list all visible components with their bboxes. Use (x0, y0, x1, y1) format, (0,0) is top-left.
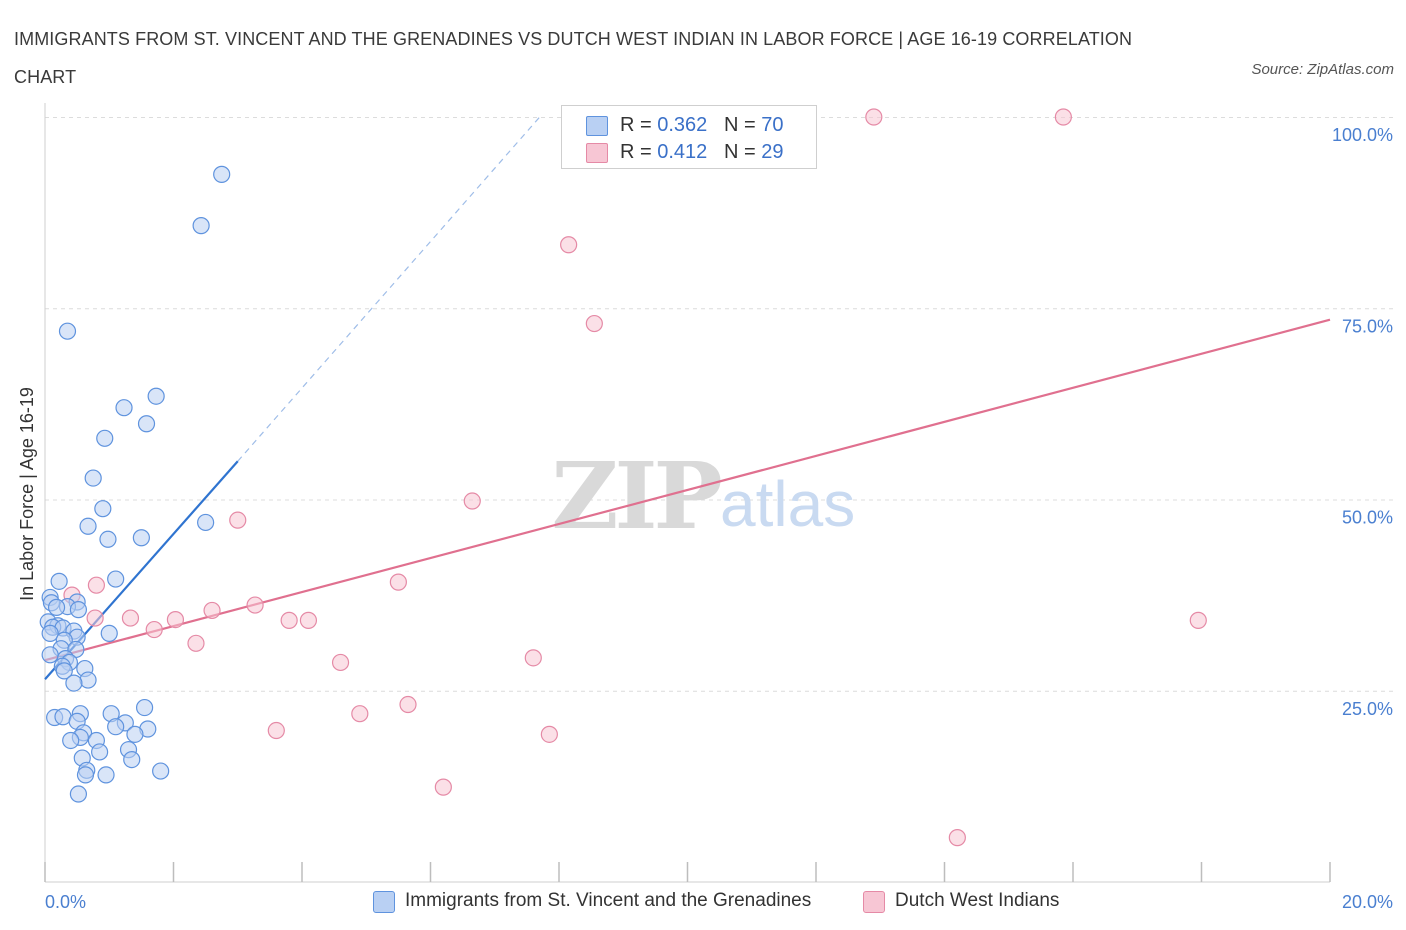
point-pink (389, 573, 407, 591)
legend-label-blue: Immigrants from St. Vincent and the Gren… (405, 890, 812, 911)
point-pink (524, 649, 542, 667)
point-pink (463, 492, 481, 510)
point-pink (299, 611, 318, 629)
point-blue (197, 513, 215, 532)
point-blue (147, 387, 165, 405)
point-pink (86, 609, 104, 627)
point-blue (132, 529, 150, 547)
point-blue (126, 725, 144, 743)
y-axis-title: In Labor Force | Age 16-19 (17, 387, 37, 601)
point-blue (76, 766, 95, 784)
point-pink (203, 601, 221, 620)
point-blue (58, 322, 77, 340)
point-blue (47, 598, 66, 616)
trendline-pink (44, 318, 1331, 662)
legend-n-label: N = (723, 141, 756, 163)
legend-n-label: N = (723, 114, 756, 136)
point-blue (79, 517, 97, 535)
point-blue (137, 415, 156, 433)
point-pink (865, 108, 883, 126)
point-pink (187, 634, 205, 652)
y-tick-label: 100.0% (1332, 125, 1393, 145)
chart-title: IMMIGRANTS FROM ST. VINCENT AND THE GREN… (14, 29, 1133, 87)
source-label: Source: ZipAtlas.com (1251, 61, 1394, 78)
point-blue (213, 165, 231, 183)
point-pink (399, 695, 417, 714)
watermark: ZIP atlas (551, 442, 855, 550)
tick-labels: 25.0% 50.0% 75.0% 100.0% 0.0% 20.0% (45, 125, 1393, 912)
point-pink (540, 725, 558, 743)
point-pink (331, 653, 350, 672)
point-blue (115, 399, 133, 417)
data-points (39, 108, 1207, 847)
legend-swatch-blue (586, 116, 608, 136)
point-blue (135, 698, 154, 717)
point-pink (434, 778, 452, 796)
point-blue (41, 646, 59, 664)
point-pink (560, 236, 578, 254)
point-blue (69, 785, 88, 803)
legend-r-value: 0.412 (657, 141, 708, 163)
legend-r-label: R = (620, 141, 652, 163)
y-tick-label: 50.0% (1342, 508, 1393, 528)
point-pink (280, 611, 298, 629)
point-blue (99, 530, 117, 548)
point-pink (267, 721, 285, 740)
series-legend: Immigrants from St. Vincent and the Gren… (0, 888, 1406, 918)
point-pink (351, 705, 369, 723)
point-blue (94, 500, 112, 518)
point-blue (69, 601, 88, 619)
point-pink (585, 314, 603, 333)
legend-r-value: 0.362 (657, 114, 708, 136)
legend-swatch-blue (373, 891, 395, 913)
stats-legend: R = 0.362 N = 70 R = 0.412 N = 29 (561, 105, 817, 169)
axes (44, 103, 1331, 883)
point-pink (145, 620, 163, 639)
point-pink (246, 596, 264, 614)
point-blue (41, 624, 59, 642)
trendline-blue-extension (237, 116, 541, 462)
point-blue (84, 469, 102, 487)
point-blue (91, 743, 109, 761)
point-blue (97, 766, 115, 784)
point-pink (1189, 611, 1207, 629)
y-tick-label: 75.0% (1342, 316, 1393, 336)
point-pink (1054, 108, 1072, 126)
legend-swatch-pink (863, 891, 885, 913)
point-blue (96, 429, 114, 447)
point-pink (229, 511, 247, 529)
point-blue (55, 662, 73, 680)
point-pink (121, 609, 140, 627)
legend-swatch-pink (586, 143, 608, 163)
point-blue (65, 674, 83, 692)
point-blue (123, 750, 141, 769)
legend-n-value: 29 (761, 141, 784, 163)
legend-n-value: 70 (761, 114, 784, 136)
point-blue (100, 624, 118, 642)
watermark-atlas: atlas (720, 468, 855, 540)
point-pink (948, 829, 966, 847)
point-blue (192, 217, 210, 235)
point-blue (107, 570, 125, 588)
point-blue (50, 572, 68, 590)
x-tick-label: 20.0% (1342, 892, 1393, 912)
trend-lines (44, 116, 1331, 681)
watermark-zip: ZIP (551, 442, 720, 550)
point-blue (107, 718, 125, 736)
point-pink (87, 576, 106, 594)
point-blue (79, 671, 97, 689)
legend-r-label: R = (620, 114, 652, 136)
point-blue (152, 762, 170, 780)
point-pink (166, 611, 185, 629)
x-tick-label: 0.0% (45, 892, 86, 912)
point-blue (62, 731, 80, 750)
legend-label-pink: Dutch West Indians (895, 890, 1060, 911)
y-tick-label: 25.0% (1342, 699, 1393, 719)
